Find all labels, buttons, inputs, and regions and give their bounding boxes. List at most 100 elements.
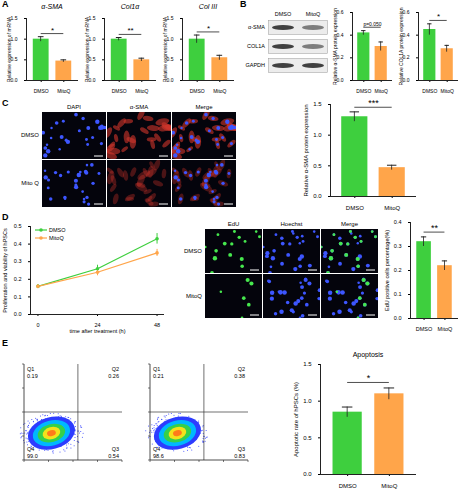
svg-text:DMSO: DMSO — [34, 88, 49, 94]
svg-text:99.0: 99.0 — [27, 453, 38, 459]
svg-text:DMSO: DMSO — [112, 88, 127, 94]
svg-text:Proliferation and viability of: Proliferation and viability of hPSCs — [2, 228, 8, 313]
svg-text:MitoQ: MitoQ — [213, 88, 226, 94]
svg-text:0.4: 0.4 — [336, 31, 344, 38]
svg-text:0.38: 0.38 — [234, 373, 245, 379]
svg-text:0.0: 0.0 — [336, 77, 344, 84]
svg-text:0.3: 0.3 — [394, 243, 402, 249]
svg-text:MitoQ: MitoQ — [57, 88, 70, 94]
svg-text:DMSO: DMSO — [356, 88, 371, 94]
svg-text:0.5: 0.5 — [313, 163, 322, 169]
svg-text:MitoQ: MitoQ — [381, 483, 397, 489]
svg-text:**: ** — [431, 223, 439, 233]
svg-text:0.5: 0.5 — [10, 56, 18, 63]
svg-text:0.2: 0.2 — [394, 267, 402, 273]
svg-text:1.5: 1.5 — [88, 15, 96, 22]
svg-text:p=0.050: p=0.050 — [363, 21, 381, 27]
svg-text:Q1: Q1 — [153, 366, 160, 372]
svg-text:0.0: 0.0 — [88, 77, 96, 84]
svg-text:98.6: 98.6 — [153, 453, 164, 459]
svg-text:0.0: 0.0 — [313, 193, 322, 199]
svg-text:*: * — [437, 12, 440, 21]
svg-text:0.4: 0.4 — [402, 31, 410, 38]
svg-text:0.21: 0.21 — [153, 373, 164, 379]
svg-text:MitoQ: MitoQ — [135, 88, 148, 94]
svg-text:Q1: Q1 — [27, 366, 34, 372]
svg-text:0.5: 0.5 — [303, 435, 312, 441]
svg-text:0: 0 — [36, 322, 39, 328]
svg-text:0.2: 0.2 — [402, 54, 410, 61]
svg-text:MitoQ: MitoQ — [375, 88, 388, 94]
svg-text:0.1: 0.1 — [394, 291, 402, 297]
html-text:A: A — [2, 0, 9, 9]
svg-text:0.4: 0.4 — [14, 241, 22, 247]
svg-text:time after treatment (h): time after treatment (h) — [70, 328, 126, 334]
svg-text:***: *** — [368, 98, 379, 108]
svg-text:0.0: 0.0 — [303, 471, 312, 477]
svg-text:Relative α-SMA protein express: Relative α-SMA protein expression — [303, 104, 309, 196]
svg-text:*: * — [367, 373, 371, 383]
svg-text:*: * — [207, 24, 210, 33]
svg-text:0.0: 0.0 — [14, 311, 22, 317]
svg-text:DMSO: DMSO — [416, 326, 433, 332]
svg-text:MitoQ: MitoQ — [441, 88, 454, 94]
svg-text:0.0: 0.0 — [394, 315, 402, 321]
html-text:C: C — [2, 98, 9, 108]
svg-text:0.1: 0.1 — [14, 294, 22, 300]
svg-text:DMSO: DMSO — [346, 205, 364, 211]
svg-text:DMSO: DMSO — [422, 88, 437, 94]
svg-text:Q4: Q4 — [153, 446, 160, 452]
svg-text:0.0: 0.0 — [10, 77, 18, 84]
svg-text:Relative COL1A protein express: Relative COL1A protein expression — [398, 7, 404, 85]
html-text:D: D — [2, 212, 9, 222]
svg-text:0.5: 0.5 — [166, 56, 174, 63]
svg-text:Q4: Q4 — [27, 446, 34, 452]
svg-text:48: 48 — [154, 322, 160, 328]
svg-text:Relative α-SMA protein express: Relative α-SMA protein expression — [332, 8, 338, 85]
svg-text:EdU positive cells percentage(: EdU positive cells percentage(%) — [384, 230, 390, 311]
svg-text:Q2: Q2 — [238, 366, 245, 372]
svg-text:Relative expression of mRNA: Relative expression of mRNA — [6, 16, 12, 82]
svg-text:0.26: 0.26 — [108, 373, 119, 379]
svg-text:MitoQ: MitoQ — [438, 326, 453, 332]
svg-text:Relative expression of mRNA: Relative expression of mRNA — [84, 16, 90, 82]
svg-text:1.5: 1.5 — [303, 361, 312, 367]
svg-text:Relative expression of mRNA: Relative expression of mRNA — [162, 16, 168, 82]
svg-text:1.5: 1.5 — [166, 15, 174, 22]
svg-text:0.5: 0.5 — [88, 56, 96, 63]
svg-text:0.2: 0.2 — [336, 54, 344, 61]
svg-text:Q2: Q2 — [112, 366, 119, 372]
svg-text:0.3: 0.3 — [14, 258, 22, 264]
svg-text:DMSO: DMSO — [190, 88, 205, 94]
svg-text:Q3: Q3 — [238, 446, 245, 452]
svg-text:1.0: 1.0 — [10, 35, 18, 42]
svg-text:0.54: 0.54 — [108, 453, 119, 459]
svg-text:Apoptotic rate of hPSCs (%): Apoptotic rate of hPSCs (%) — [293, 382, 299, 457]
html-text:Col III: Col III — [198, 3, 218, 10]
svg-text:1.5: 1.5 — [10, 15, 18, 22]
svg-text:1.0: 1.0 — [303, 398, 312, 404]
svg-text:0.6: 0.6 — [336, 9, 344, 16]
svg-text:0.0: 0.0 — [402, 77, 410, 84]
svg-text:0.4: 0.4 — [394, 219, 402, 225]
svg-text:0.19: 0.19 — [27, 373, 38, 379]
svg-text:24: 24 — [94, 322, 101, 329]
svg-text:0.83: 0.83 — [234, 453, 245, 459]
html-text:B: B — [240, 0, 247, 9]
html-text:Col1α: Col1α — [120, 3, 140, 10]
svg-text:MitoQ: MitoQ — [384, 205, 400, 211]
svg-text:Q3: Q3 — [112, 446, 119, 452]
svg-text:1.0: 1.0 — [313, 132, 322, 138]
svg-text:0.2: 0.2 — [14, 276, 22, 282]
svg-text:0.0: 0.0 — [166, 77, 174, 84]
svg-text:DMSO: DMSO — [339, 483, 357, 489]
svg-text:0.6: 0.6 — [402, 9, 410, 16]
svg-text:**: ** — [127, 26, 133, 35]
svg-text:0.5: 0.5 — [14, 223, 22, 229]
html-text:α-SMA: α-SMA — [41, 3, 63, 10]
svg-text:1.0: 1.0 — [88, 35, 96, 42]
svg-text:*: * — [51, 26, 54, 35]
html-text:DMSO: DMSO — [49, 226, 66, 233]
svg-text:1.5: 1.5 — [313, 101, 322, 107]
svg-text:1.0: 1.0 — [166, 35, 174, 42]
